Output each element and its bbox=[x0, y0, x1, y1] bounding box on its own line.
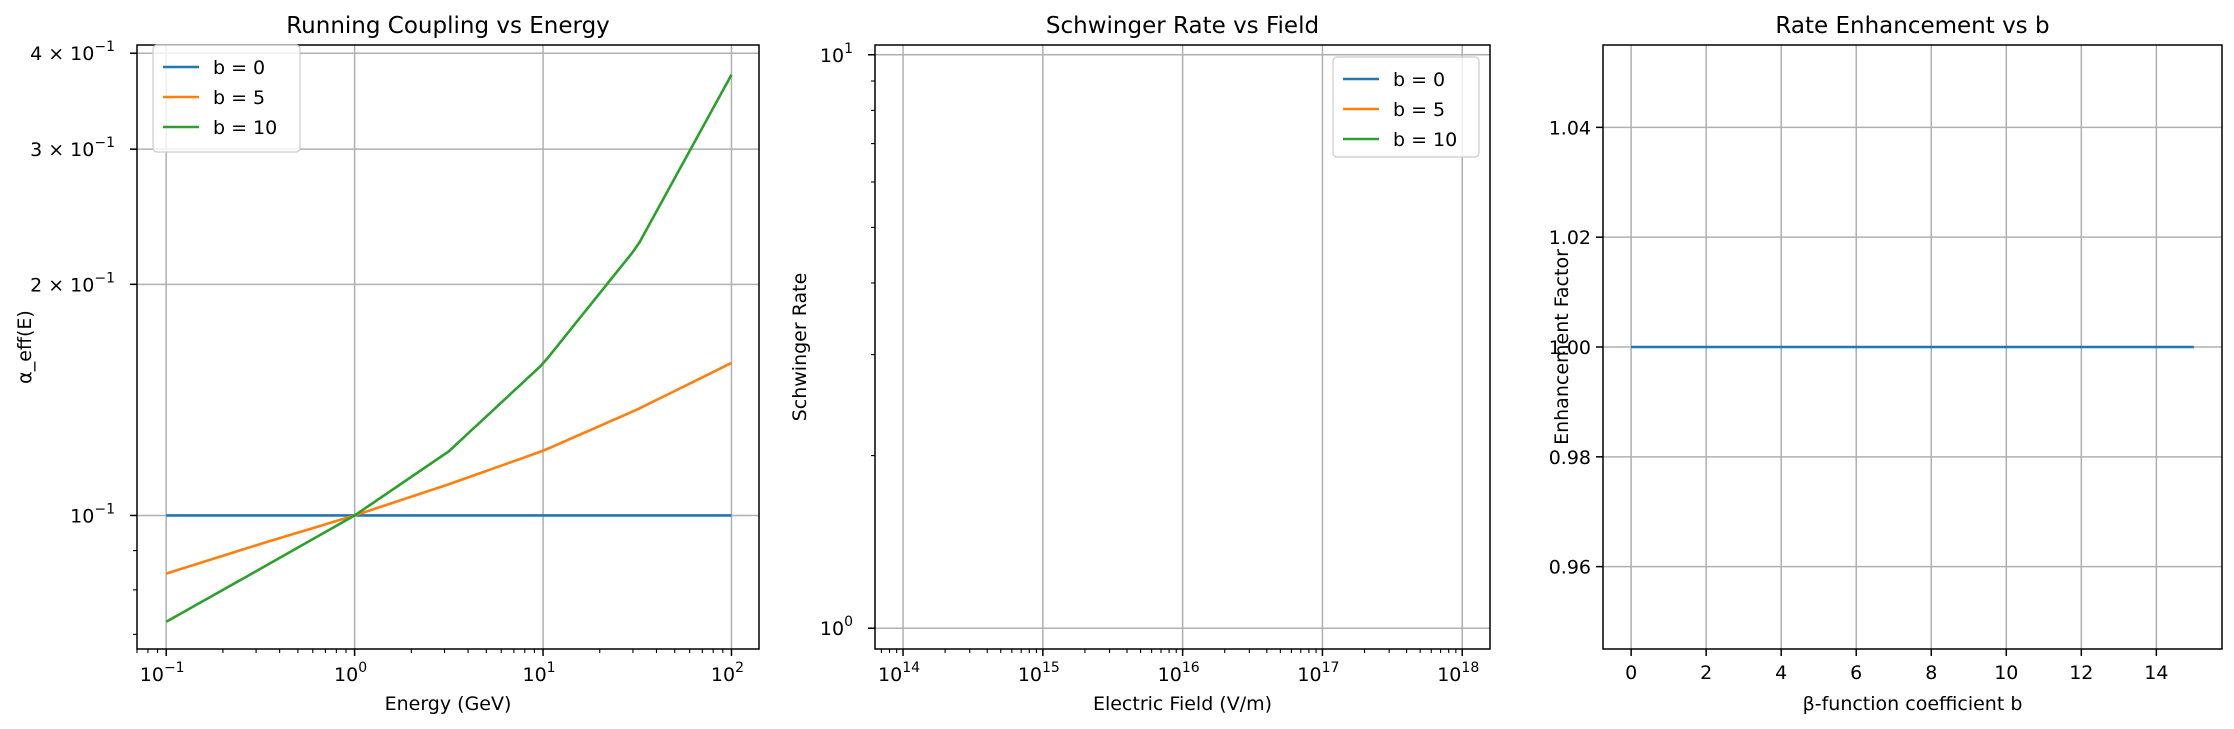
y-tick-label: 1.00 bbox=[1549, 337, 1591, 359]
legend-entry: b = 5 bbox=[1393, 99, 1445, 121]
legend-entry: b = 10 bbox=[1393, 129, 1457, 151]
x-axis-label: Electric Field (V/m) bbox=[1093, 693, 1272, 715]
y-tick-label: 10−1 bbox=[70, 501, 115, 527]
legend-entry: b = 0 bbox=[1393, 69, 1445, 91]
y-axis-label: Schwinger Rate bbox=[789, 273, 811, 422]
y-tick-label: 100 bbox=[820, 614, 853, 640]
legend-box bbox=[1332, 56, 1480, 158]
legend-entry: b = 5 bbox=[213, 87, 265, 109]
y-tick-label: 3 × 10−1 bbox=[30, 135, 115, 161]
x-tick-label: 101 bbox=[522, 660, 555, 686]
legend: b = 0 b = 5 b = 10 bbox=[152, 44, 301, 153]
legend: b = 0 b = 5 b = 10 bbox=[1332, 56, 1480, 158]
series-line bbox=[165, 74, 733, 623]
y-axis-label: Enhancement Factor bbox=[1551, 249, 1573, 445]
x-tick-label: 2 bbox=[1700, 662, 1712, 684]
x-tick-label: 1016 bbox=[1158, 660, 1200, 686]
chart-3: 0 2 4 6 8 10 12 14 0.96 0.98 1.00 1.02 1.04 Rate Enha… bbox=[1549, 13, 2223, 715]
y-tick-label: 101 bbox=[820, 41, 853, 67]
legend-entry: b = 10 bbox=[213, 117, 277, 139]
chart-title: Running Coupling vs Energy bbox=[286, 13, 610, 39]
x-tick-label: 102 bbox=[711, 660, 744, 686]
x-tick-label: 6 bbox=[1850, 662, 1862, 684]
y-tick-label: 1.02 bbox=[1549, 227, 1591, 249]
x-tick-label: 1018 bbox=[1437, 660, 1479, 686]
y-tick-label: 0.98 bbox=[1549, 447, 1591, 469]
x-tick-label: 10 bbox=[1994, 662, 2018, 684]
x-tick-label: 8 bbox=[1925, 662, 1937, 684]
chart-title: Rate Enhancement vs b bbox=[1775, 13, 2049, 39]
axes-frame bbox=[136, 44, 760, 650]
x-tick-label: 14 bbox=[2144, 662, 2168, 684]
chart-1: 10−1 100 101 102 10−1 2 × 10−1 3 × 10−1 4 × 10−… bbox=[14, 13, 760, 715]
x-tick-label: 4 bbox=[1775, 662, 1787, 684]
y-tick-label: 4 × 10−1 bbox=[30, 39, 115, 65]
x-tick-label: 1015 bbox=[1018, 660, 1060, 686]
chart-title: Schwinger Rate vs Field bbox=[1046, 13, 1319, 39]
x-tick-label: 12 bbox=[2069, 662, 2093, 684]
y-tick-label: 2 × 10−1 bbox=[30, 270, 115, 296]
y-axis-label: α_eff(E) bbox=[14, 310, 36, 384]
x-axis-label: Energy (GeV) bbox=[385, 693, 512, 715]
x-tick-label: 0 bbox=[1625, 662, 1637, 684]
y-tick-label: 1.04 bbox=[1549, 117, 1591, 139]
x-tick-label: 1014 bbox=[878, 660, 920, 686]
x-tick-label: 100 bbox=[334, 660, 367, 686]
x-tick-label: 10−1 bbox=[140, 660, 185, 686]
y-tick-label: 0.96 bbox=[1549, 557, 1591, 579]
series-line bbox=[165, 361, 733, 575]
chart-2: 1014 1015 1016 1017 1018 100 101 Schwinger Rate… bbox=[789, 13, 1491, 715]
x-axis-label: β-function coefficient b bbox=[1803, 693, 2023, 715]
legend-entry: b = 0 bbox=[213, 57, 265, 79]
legend-box bbox=[152, 44, 301, 153]
x-tick-label: 1017 bbox=[1297, 660, 1339, 686]
